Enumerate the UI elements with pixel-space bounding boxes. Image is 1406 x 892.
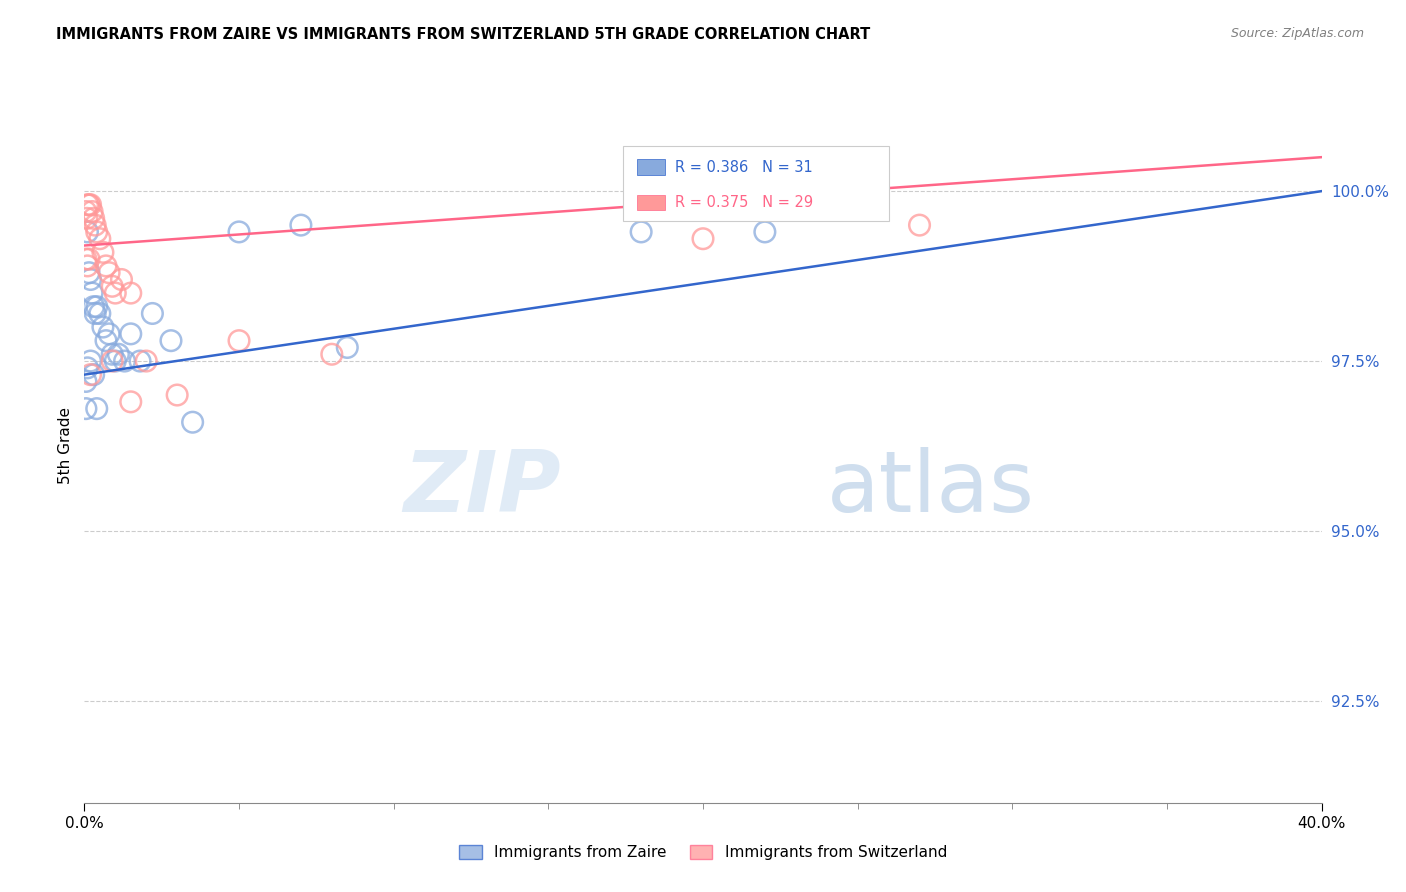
Point (76, 211, 98, 226)
Point (76, 225, 98, 239)
Point (94, 259, 117, 273)
Point (86, 300, 108, 314)
Bar (637, 160, 665, 175)
Point (86, 225, 108, 239)
Point (166, 388, 188, 402)
Point (141, 306, 163, 320)
Point (75, 375, 97, 389)
Text: Source: ZipAtlas.com: Source: ZipAtlas.com (1230, 27, 1364, 40)
Point (82, 204, 104, 219)
Point (101, 279, 124, 293)
Point (321, 347, 343, 361)
Point (94, 334, 117, 348)
Point (107, 347, 129, 361)
Point (104, 286, 127, 301)
Point (82, 286, 104, 301)
Point (120, 326, 142, 341)
Point (181, 415, 204, 429)
Text: R = 0.386   N = 31: R = 0.386 N = 31 (675, 160, 813, 175)
Point (79, 368, 101, 382)
Point (76, 198, 98, 212)
Point (98, 266, 121, 280)
Point (75, 204, 97, 219)
Text: IMMIGRANTS FROM ZAIRE VS IMMIGRANTS FROM SWITZERLAND 5TH GRADE CORRELATION CHART: IMMIGRANTS FROM ZAIRE VS IMMIGRANTS FROM… (56, 27, 870, 42)
Point (98, 326, 121, 341)
Point (160, 334, 183, 348)
Point (754, 225, 776, 239)
Point (228, 225, 250, 239)
Text: atlas: atlas (827, 447, 1035, 531)
Point (110, 272, 132, 286)
Point (89, 232, 111, 246)
Bar (623, 146, 889, 221)
Point (84, 306, 107, 320)
Bar (637, 194, 665, 211)
Point (83, 300, 105, 314)
Point (91, 320, 114, 334)
Point (101, 347, 124, 361)
Point (120, 286, 142, 301)
Y-axis label: 5th Grade: 5th Grade (58, 408, 73, 484)
Point (77, 266, 100, 280)
Point (76, 360, 98, 375)
Point (86, 401, 108, 416)
Point (83, 211, 105, 226)
Point (91, 245, 114, 260)
Point (89, 306, 111, 320)
Point (630, 225, 652, 239)
Point (228, 334, 250, 348)
Point (692, 232, 714, 246)
Point (83, 368, 105, 382)
Text: R = 0.375   N = 29: R = 0.375 N = 29 (675, 195, 813, 210)
Legend: Immigrants from Zaire, Immigrants from Switzerland: Immigrants from Zaire, Immigrants from S… (453, 839, 953, 866)
Point (101, 354, 124, 368)
Point (79, 272, 101, 286)
Text: ZIP: ZIP (404, 447, 561, 531)
Point (77, 198, 100, 212)
Point (79, 198, 101, 212)
Point (135, 354, 157, 368)
Point (79, 354, 101, 368)
Point (120, 394, 142, 409)
Point (129, 354, 152, 368)
Point (75, 401, 97, 416)
Point (290, 218, 312, 232)
Point (336, 341, 359, 355)
Point (77, 252, 100, 266)
Point (908, 218, 931, 232)
Point (76, 259, 98, 273)
Point (104, 354, 127, 368)
Point (84, 218, 107, 232)
Point (75, 252, 97, 266)
Point (114, 354, 136, 368)
